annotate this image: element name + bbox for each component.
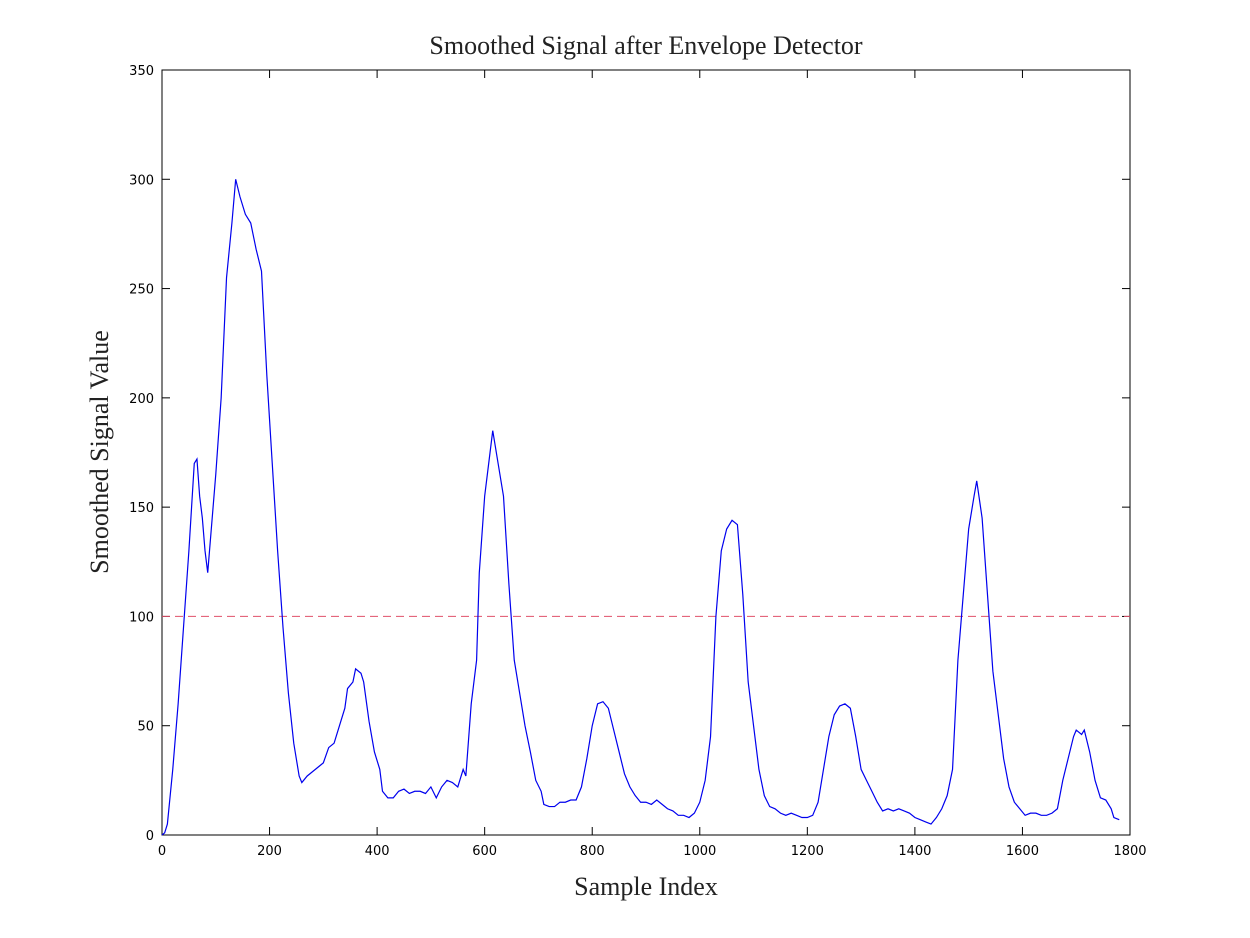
y-tick-label: 50	[137, 720, 154, 735]
y-tick-label: 150	[129, 501, 154, 516]
signal-line	[161, 179, 1120, 836]
y-tick-label: 350	[129, 64, 154, 79]
y-tick-label: 200	[129, 392, 154, 407]
x-tick-label: 1400	[898, 844, 931, 859]
x-tick-label: 1600	[1006, 844, 1039, 859]
y-tick-label: 300	[129, 173, 154, 188]
x-tick-label: 1000	[683, 844, 716, 859]
x-tick-label: 400	[365, 844, 390, 859]
x-tick-label: 1200	[791, 844, 824, 859]
y-tick-label: 250	[129, 283, 154, 298]
x-tick-label: 600	[472, 844, 497, 859]
x-tick-label: 1800	[1113, 844, 1146, 859]
x-axis-label: Sample Index	[574, 872, 718, 901]
y-tick-label: 100	[129, 610, 154, 625]
y-tick-label: 0	[146, 829, 154, 844]
x-tick-label: 0	[158, 844, 166, 859]
y-axis-label: Smoothed Signal Value	[85, 330, 114, 574]
x-tick-label: 200	[257, 844, 282, 859]
x-tick-label: 800	[580, 844, 605, 859]
chart-title: Smoothed Signal after Envelope Detector	[429, 31, 863, 60]
plot-frame	[161, 69, 1131, 836]
